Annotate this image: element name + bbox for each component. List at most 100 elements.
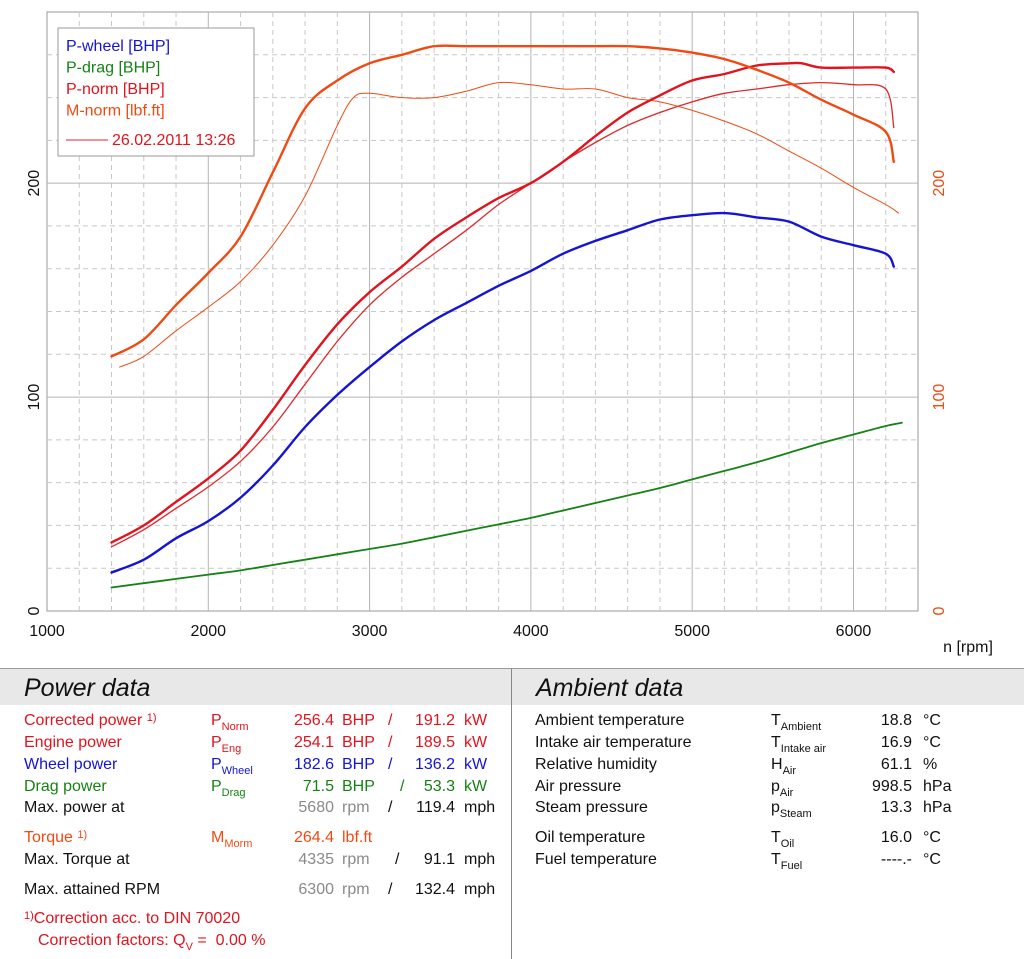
power-row-unit-bhp: BHP (342, 778, 375, 795)
power-row-value-bhp: 254.1 (293, 734, 334, 751)
max-torque-speed-unit: mph (464, 851, 496, 868)
y-right-tick-label: 0 (931, 606, 948, 615)
ambient-row-symbol: TAmbient (771, 712, 822, 733)
ambient-row-label: Oil temperature (535, 829, 646, 846)
max-torque-label: Max. Torque at (24, 851, 130, 868)
legend-entry: M-norm [lbf.ft] (66, 103, 165, 120)
max-power-speed-unit: mph (464, 799, 496, 816)
max-power-label: Max. power at (24, 799, 125, 816)
ambient-row-value: ----.- (880, 851, 912, 868)
power-row-unit-kw: kW (464, 756, 488, 773)
ambient-row-value: 18.8 (880, 712, 912, 729)
ambient-row-unit: °C (923, 829, 941, 846)
power-row-unit-kw: kW (464, 712, 488, 729)
power-row-sep: / (400, 778, 405, 795)
ambient-row-unit: % (923, 756, 938, 773)
power-row-value-bhp: 182.6 (293, 756, 334, 773)
legend-entry: P-norm [BHP] (66, 81, 165, 98)
ambient-row-label: Fuel temperature (535, 851, 657, 868)
max-power-rpm: 5680 (298, 799, 334, 816)
series-line-m-norm-lbf-ft (110, 44, 895, 358)
ambient-row-unit: °C (923, 734, 941, 751)
ambient-row-value: 16.0 (880, 829, 912, 846)
torque-unit: lbf.ft (342, 829, 373, 846)
series-line-p-norm-bhp (110, 61, 895, 544)
x-tick-label: 4000 (513, 623, 549, 640)
legend-entry: P-wheel [BHP] (66, 38, 170, 55)
max-rpm-sep: / (388, 881, 393, 898)
ambient-row-label: Steam pressure (535, 799, 648, 816)
y-right-tick-label: 100 (931, 384, 948, 411)
power-row-value-kw: 136.2 (414, 756, 455, 773)
ambient-row-label: Relative humidity (535, 756, 657, 773)
ambient-row-label: Air pressure (535, 778, 622, 795)
max-rpm-speed: 132.4 (414, 881, 455, 898)
max-torque-speed: 91.1 (423, 851, 455, 868)
power-row-label: Engine power (24, 734, 122, 751)
max-torque-rpm-unit: rpm (342, 851, 370, 868)
max-torque-sep: / (395, 851, 400, 868)
x-tick-label: 6000 (836, 623, 872, 640)
power-data-header: Power data (0, 669, 511, 705)
power-row-symbol: PWheel (211, 756, 253, 777)
power-row-unit-bhp: BHP (342, 712, 375, 729)
chart-series (110, 44, 903, 589)
power-row-unit-kw: kW (464, 778, 488, 795)
y-left-tick-label: 100 (26, 384, 43, 411)
x-tick-label: 3000 (352, 623, 388, 640)
max-power-speed: 119.4 (416, 799, 455, 816)
ambient-data-header: Ambient data (512, 669, 1024, 705)
power-row-value-kw: 191.2 (414, 712, 455, 729)
y-left-tick-label: 200 (26, 170, 43, 197)
power-row-value-bhp: 256.4 (293, 712, 334, 729)
max-power-rpm-unit: rpm (342, 799, 370, 816)
max-power-sep: / (388, 799, 393, 816)
ambient-row-value: 13.3 (880, 799, 912, 816)
legend-ref-date: 26.02.2011 13:26 (112, 132, 235, 149)
chart-legend: P-wheel [BHP] P-drag [BHP] P-norm [BHP] M-n… (57, 27, 255, 157)
chart-grid (46, 11, 919, 612)
x-tick-label: 5000 (674, 623, 710, 640)
max-rpm-label: Max. attained RPM (24, 881, 161, 898)
legend-box (57, 27, 255, 157)
y-left-tick-label: 0 (26, 606, 43, 615)
ambient-row-label: Ambient temperature (535, 712, 685, 729)
torque-label: Torque 1) (24, 829, 88, 846)
power-row-value-kw: 53.3 (423, 778, 455, 795)
series-line-m-norm-lbf-ft-ref (119, 81, 900, 368)
panel-divider (511, 669, 512, 959)
torque-symbol: MMorm (211, 829, 253, 850)
section-divider (0, 668, 1024, 669)
footnote-factors: Correction factors: QV = 0.00 % (38, 932, 266, 953)
power-row-label: Wheel power (24, 756, 118, 773)
ambient-row-unit: °C (923, 712, 941, 729)
power-row-symbol: PDrag (211, 778, 246, 799)
legend-entry: P-drag [BHP] (66, 60, 160, 77)
power-data-title: Power data (24, 674, 151, 702)
power-row-unit-bhp: BHP (342, 734, 375, 751)
series-line-p-norm-bhp-ref (110, 81, 895, 548)
series-line-p-wheel-bhp (110, 211, 895, 574)
ambient-row-symbol: TFuel (771, 851, 803, 872)
ambient-row-symbol: HAir (771, 756, 797, 777)
max-torque-rpm: 4335 (298, 851, 334, 868)
ambient-row-unit: °C (923, 851, 941, 868)
power-row-symbol: PNorm (211, 712, 249, 733)
power-row-sep: / (388, 756, 393, 773)
ambient-row-value: 16.9 (880, 734, 912, 751)
x-axis-label: n [rpm] (943, 639, 993, 656)
ambient-row-symbol: pAir (771, 778, 794, 799)
power-row-value-bhp: 71.5 (302, 778, 334, 795)
power-row-unit-bhp: BHP (342, 756, 375, 773)
ambient-row-symbol: TOil (771, 829, 795, 850)
power-row-sep: / (388, 734, 393, 751)
x-tick-label: 1000 (29, 623, 65, 640)
footnote-correction: 1)Correction acc. to DIN 70020 (24, 910, 241, 927)
max-rpm-value: 6300 (298, 881, 334, 898)
y-right-tick-label: 200 (931, 170, 948, 197)
ambient-row-symbol: pSteam (771, 799, 812, 820)
ambient-row-unit: hPa (923, 778, 952, 795)
series-line-p-drag-bhp (110, 421, 903, 589)
